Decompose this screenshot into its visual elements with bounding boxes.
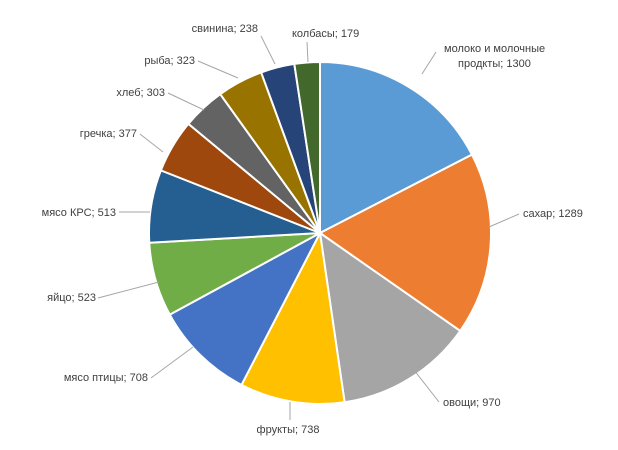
leader-line-8	[167, 92, 205, 111]
data-labels: молоко и молочные продкты; 1300 сахар; 128…	[42, 23, 583, 436]
data-label-7: гречка; 377	[80, 128, 137, 140]
data-label-5: яйцо; 523	[47, 292, 96, 304]
leader-line-9	[197, 60, 239, 79]
pie-slice-4	[168, 230, 323, 387]
leader-line-0	[421, 51, 437, 75]
data-label-0: молоко и молочные продкты; 1300	[444, 43, 545, 70]
data-label-1: сахар; 1289	[523, 208, 583, 220]
leader-line-10	[260, 35, 276, 65]
leader-line-5	[97, 281, 160, 299]
data-label-3: фрукты; 738	[257, 424, 320, 436]
leader-line-4	[150, 346, 194, 379]
leader-line-11	[306, 41, 309, 63]
data-label-6: мясо КРС; 513	[42, 207, 116, 219]
leader-line-7	[139, 133, 164, 153]
pie-slice-0	[319, 60, 474, 235]
data-label-9: рыба; 323	[144, 55, 195, 67]
pie-slices	[148, 60, 492, 405]
leader-lines	[97, 35, 520, 420]
data-label-2: овощи; 970	[443, 397, 501, 409]
pie-slice-1	[318, 153, 492, 333]
data-label-4: мясо птицы; 708	[64, 372, 148, 384]
data-label-10: свинина; 238	[192, 23, 258, 35]
leader-line-2	[413, 369, 440, 403]
leader-line-1	[488, 213, 520, 228]
pie-slice-11	[293, 60, 321, 234]
pie-slice-2	[318, 230, 462, 404]
pie-slice-3	[240, 229, 346, 405]
data-label-11: колбасы; 179	[292, 28, 359, 40]
data-label-8: хлеб; 303	[116, 87, 165, 99]
